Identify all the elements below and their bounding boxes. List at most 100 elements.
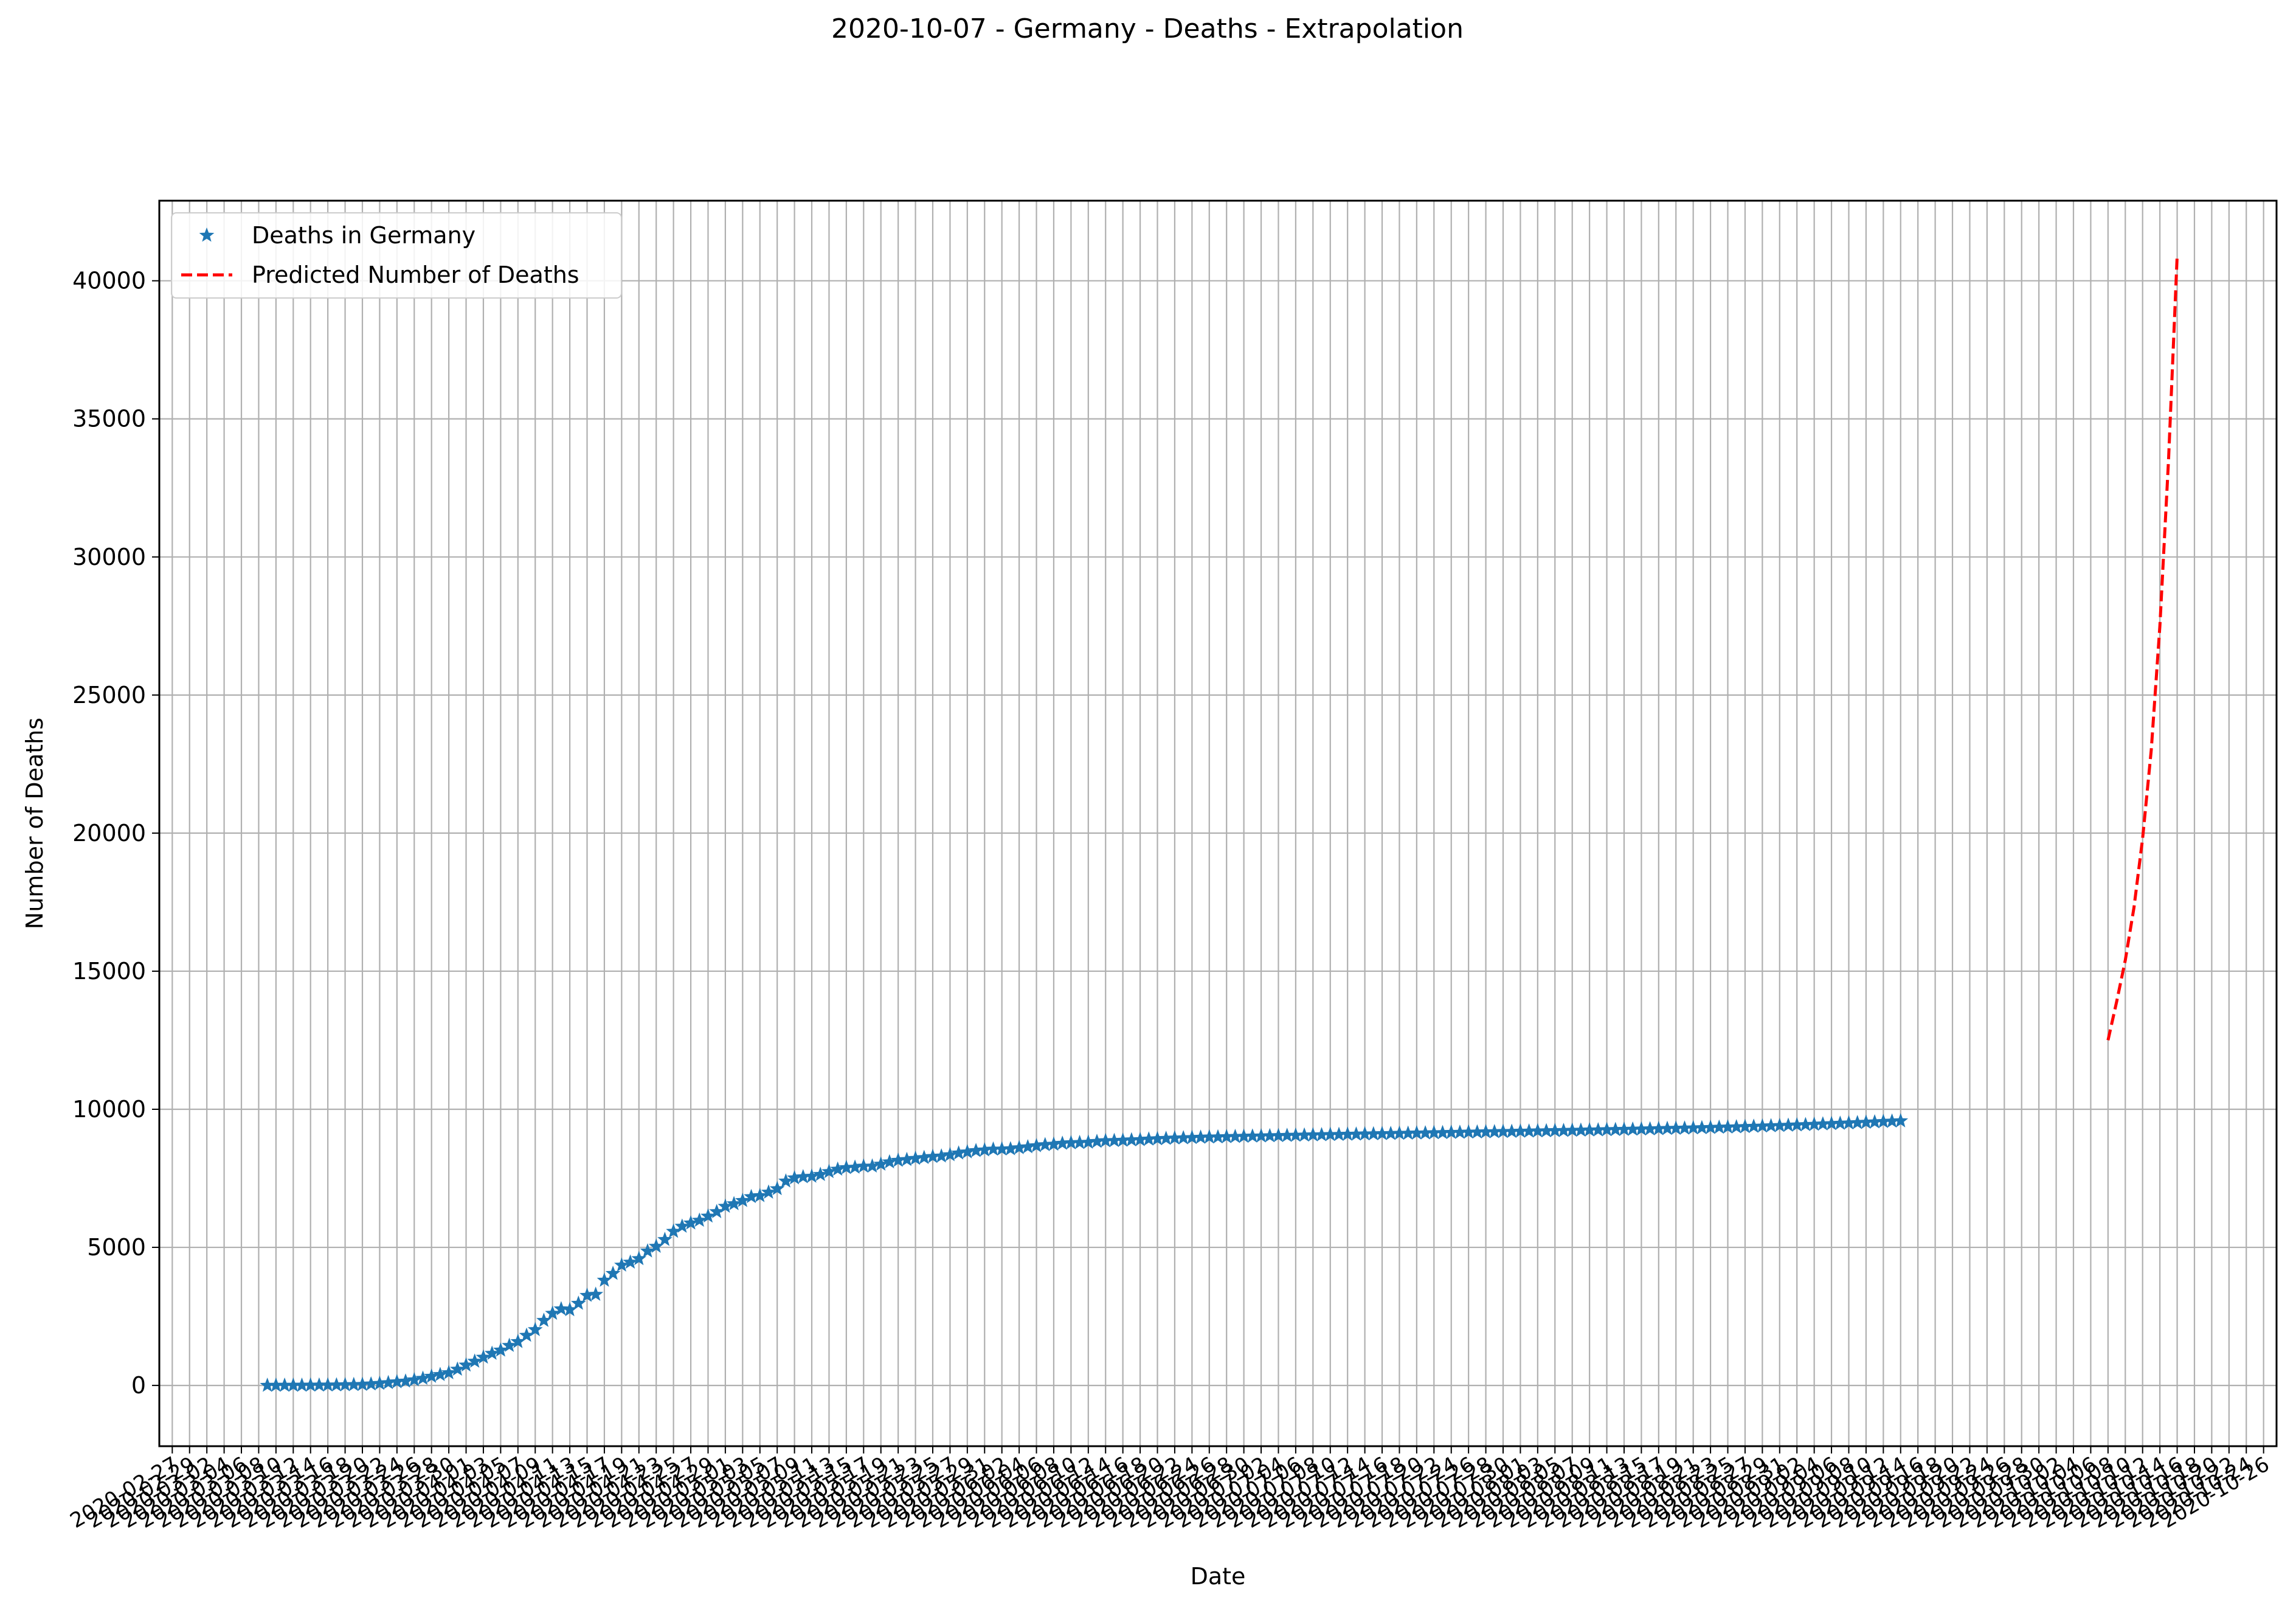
data-point	[994, 1141, 1010, 1156]
data-point	[1789, 1117, 1805, 1132]
data-point	[865, 1158, 880, 1173]
data-point	[769, 1180, 785, 1196]
data-point	[1081, 1134, 1096, 1149]
data-point	[1686, 1120, 1701, 1135]
data-point	[1547, 1123, 1563, 1137]
data-point	[519, 1327, 534, 1342]
data-point	[1841, 1115, 1856, 1130]
data-point	[329, 1377, 344, 1391]
data-point	[381, 1374, 396, 1390]
data-point	[942, 1147, 958, 1162]
data-point	[1115, 1132, 1130, 1147]
data-point	[1202, 1129, 1217, 1144]
data-point	[795, 1169, 811, 1183]
data-point	[925, 1149, 941, 1163]
data-point	[1011, 1140, 1027, 1154]
data-point	[1634, 1121, 1649, 1136]
x-axis-label: Date	[1191, 1563, 1246, 1590]
data-point	[475, 1349, 491, 1364]
data-point	[1184, 1129, 1200, 1145]
data-point	[1158, 1131, 1174, 1145]
data-point	[1193, 1129, 1208, 1144]
data-point	[372, 1376, 387, 1390]
data-point	[1659, 1120, 1675, 1135]
series-layer	[260, 255, 2179, 1392]
data-point	[856, 1158, 871, 1173]
data-point	[354, 1376, 370, 1391]
data-point	[1608, 1121, 1623, 1137]
data-point	[839, 1160, 854, 1174]
data-point	[1858, 1114, 1874, 1129]
data-point	[1703, 1120, 1718, 1134]
y-tick-label: 25000	[72, 682, 146, 708]
data-point	[1780, 1117, 1796, 1132]
data-point	[1668, 1120, 1684, 1135]
data-point	[502, 1337, 517, 1352]
data-point	[1175, 1130, 1191, 1145]
data-point	[398, 1373, 413, 1388]
data-point	[605, 1266, 621, 1280]
data-point	[1616, 1121, 1632, 1136]
data-point	[1409, 1125, 1425, 1140]
data-point	[873, 1156, 889, 1171]
data-point	[1296, 1127, 1312, 1142]
data-point	[1124, 1132, 1139, 1147]
data-point	[899, 1151, 915, 1166]
legend-label: Predicted Number of Deaths	[252, 262, 579, 288]
y-tick-label: 15000	[72, 958, 146, 985]
data-point	[1746, 1118, 1762, 1133]
data-point	[933, 1148, 949, 1163]
data-point	[1729, 1119, 1744, 1134]
x-axis-ticks: 2020-02-272020-02-292020-03-022020-03-04…	[66, 1446, 2274, 1533]
data-point	[1228, 1129, 1243, 1143]
legend-marker-star	[199, 227, 215, 242]
data-point	[787, 1170, 802, 1185]
data-point	[1461, 1124, 1476, 1139]
data-point	[847, 1159, 863, 1174]
data-point	[1478, 1124, 1493, 1138]
data-point	[1470, 1124, 1485, 1139]
data-point	[1340, 1126, 1355, 1141]
y-tick-label: 5000	[87, 1234, 146, 1261]
data-point	[1573, 1122, 1589, 1137]
data-point	[1072, 1134, 1087, 1149]
data-point	[467, 1353, 483, 1368]
data-point	[752, 1188, 768, 1202]
data-point	[320, 1377, 336, 1392]
data-point	[631, 1250, 647, 1266]
data-point	[1245, 1128, 1260, 1143]
y-tick-label: 0	[131, 1372, 146, 1399]
y-tick-label: 10000	[72, 1096, 146, 1123]
data-point	[363, 1376, 379, 1391]
data-point	[1807, 1117, 1822, 1131]
data-point	[968, 1143, 984, 1157]
data-point	[1487, 1124, 1502, 1138]
data-point	[709, 1204, 725, 1219]
data-point	[614, 1257, 629, 1272]
data-point	[1107, 1132, 1122, 1148]
data-point	[1565, 1122, 1580, 1137]
prediction-line	[2106, 255, 2179, 1041]
data-point	[1556, 1123, 1571, 1137]
data-point	[1167, 1130, 1183, 1145]
data-point	[1677, 1120, 1692, 1135]
data-point	[674, 1218, 690, 1233]
series-deaths-in-germany	[260, 1113, 1909, 1392]
data-point	[951, 1145, 966, 1160]
legend-box	[171, 212, 622, 299]
data-point	[908, 1151, 923, 1165]
data-point	[1530, 1123, 1546, 1138]
y-tick-label: 30000	[72, 544, 146, 570]
data-point	[1755, 1118, 1770, 1133]
data-point	[960, 1144, 975, 1159]
data-point	[1591, 1122, 1606, 1137]
data-point	[1236, 1128, 1251, 1143]
data-point	[545, 1305, 560, 1320]
data-point	[588, 1286, 604, 1301]
data-point	[458, 1357, 474, 1372]
data-point	[1366, 1126, 1381, 1141]
data-point	[1798, 1117, 1813, 1131]
data-point	[1850, 1115, 1866, 1129]
data-point	[1089, 1134, 1105, 1148]
